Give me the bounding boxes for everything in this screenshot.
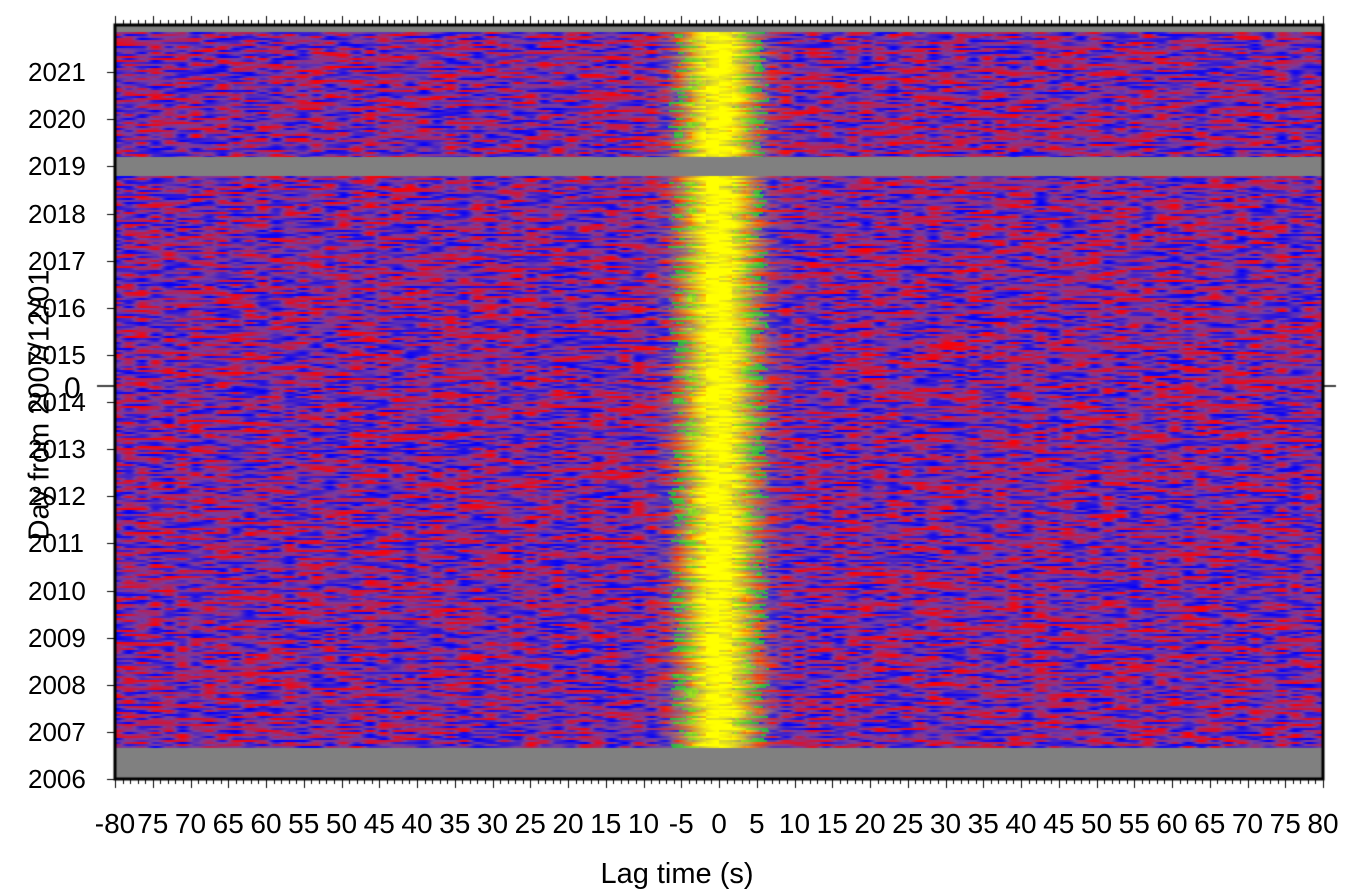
y-tick-label: 2014 <box>28 387 86 417</box>
x-tick-label: 5 <box>748 808 765 839</box>
x-tick-label: 55 <box>1118 808 1150 839</box>
x-tick-label: 35 <box>439 808 471 839</box>
x-tick-label: 20 <box>854 808 886 839</box>
y-tick-label: 2011 <box>28 528 84 559</box>
x-tick-label: 40 <box>401 808 433 839</box>
x-tick-label: 30 <box>929 808 962 839</box>
x-tick-label: 75 <box>137 808 169 839</box>
x-tick-label: 10 <box>778 808 811 839</box>
x-tick-label: 70 <box>174 808 207 839</box>
x-axis-title: Lag time (s) <box>600 858 754 890</box>
x-tick-label: 20 <box>552 808 584 839</box>
y-tick-label: 2017 <box>28 245 86 276</box>
y-tick-label: 2012 <box>28 481 86 512</box>
y-tick-label: 2015 <box>28 339 86 370</box>
x-tick-label: 30 <box>476 808 509 839</box>
x-tick-label: 80 <box>1307 808 1339 839</box>
y-tick-label: 2010 <box>28 575 86 606</box>
x-tick-label: -80 <box>94 808 136 839</box>
x-tick-label: 0 <box>711 808 727 839</box>
y-tick-label: 2006 <box>28 764 86 794</box>
x-tick-label: 60 <box>250 808 282 839</box>
y-tick-label: 2016 <box>28 292 86 323</box>
y-tick-label: 2018 <box>28 198 86 229</box>
x-tick-label: 45 <box>363 808 395 839</box>
x-tick-label: 55 <box>288 808 320 839</box>
y-tick-label: 2007 <box>28 716 86 747</box>
y-tick-label: 2009 <box>28 622 86 653</box>
x-tick-label: 25 <box>514 808 546 839</box>
x-tick-label: 45 <box>1043 808 1075 839</box>
x-tick-label: 65 <box>212 808 244 839</box>
x-tick-label: 40 <box>1005 808 1037 839</box>
y-tick-label: 2020 <box>28 104 86 135</box>
y-tick-label: 2019 <box>28 151 86 182</box>
x-tick-label: 10 <box>627 808 660 839</box>
y-tick-label: 2013 <box>28 434 86 465</box>
y-tick-label: 2008 <box>28 669 86 700</box>
x-tick-label: 15 <box>590 808 622 839</box>
x-tick-label: 75 <box>1269 808 1301 839</box>
x-tick-label: 15 <box>816 808 848 839</box>
x-tick-label: 65 <box>1194 808 1226 839</box>
x-tick-label: 25 <box>892 808 924 839</box>
y-axis-title: Day from 2007/12/01 <box>23 269 56 541</box>
x-tick-label: -5 <box>668 808 694 839</box>
y-tick-label: 2021 <box>28 57 86 88</box>
x-tick-label: 70 <box>1231 808 1264 839</box>
x-tick-label: 50 <box>1080 808 1113 839</box>
x-tick-label: 50 <box>325 808 358 839</box>
x-tick-label: 35 <box>967 808 999 839</box>
x-tick-label: 60 <box>1156 808 1188 839</box>
y-zero-label: 0 <box>64 372 81 405</box>
